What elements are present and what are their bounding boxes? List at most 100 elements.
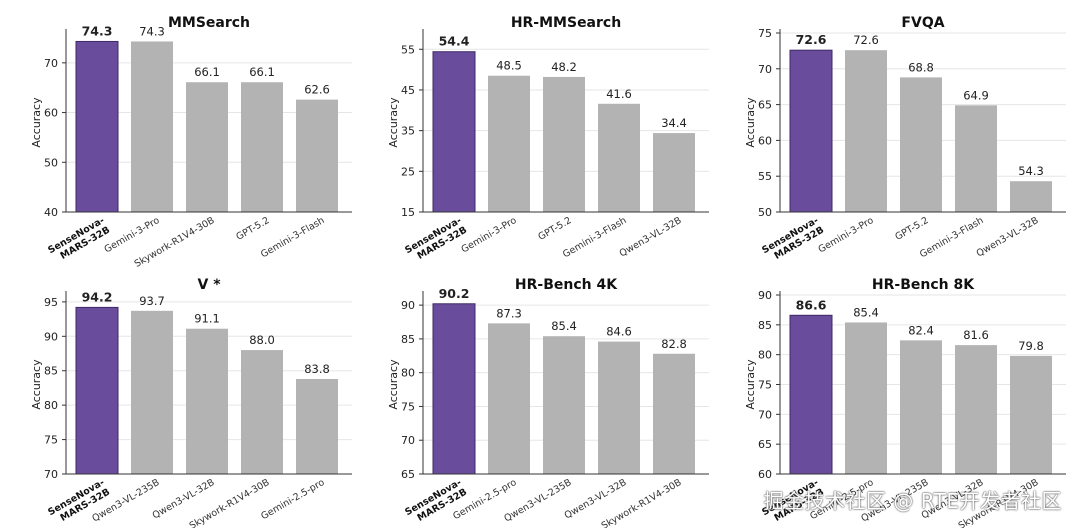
x-tick-label: Gemini-3-Pro [817, 215, 876, 255]
y-tick-label: 85 [44, 365, 58, 378]
bar [789, 314, 833, 475]
bar [900, 340, 942, 474]
bar [432, 303, 476, 475]
bar-value-label: 54.3 [1018, 164, 1044, 178]
bar-value-label: 91.1 [194, 312, 220, 326]
y-tick-label: 90 [44, 330, 58, 343]
chart-svg: HR-MMSearch1525354555Accuracy54.4SenseNo… [387, 15, 709, 262]
y-tick-label: 90 [758, 289, 772, 302]
x-tick-label: GPT-5.2 [234, 215, 271, 243]
x-tick-label: Gemini-3-Pro [460, 215, 519, 255]
bar [543, 336, 585, 474]
bar-value-label: 48.5 [496, 59, 522, 73]
bar-value-label: 79.8 [1018, 339, 1044, 353]
y-tick-label: 70 [758, 63, 772, 76]
chart-svg: MMSearch40506070Accuracy74.3SenseNova-MA… [30, 15, 352, 270]
chart-title: FVQA [901, 15, 944, 31]
bar [432, 51, 476, 213]
bar [789, 49, 833, 213]
x-tick-label: GPT-5.2 [893, 215, 930, 243]
bar [296, 99, 338, 212]
y-tick-label: 70 [44, 468, 58, 481]
bar [296, 378, 338, 474]
bar [955, 105, 997, 212]
bar-value-label: 90.2 [439, 286, 470, 301]
bar [653, 353, 695, 474]
bar-value-label: 48.2 [551, 60, 577, 74]
x-tick-label: Qwen3-VL-32B [618, 215, 684, 259]
bar-value-label: 85.4 [853, 305, 879, 319]
y-tick-label: 55 [758, 170, 772, 183]
bar-value-label: 81.6 [963, 328, 989, 342]
y-tick-label: 50 [44, 156, 58, 169]
y-tick-label: 70 [401, 434, 415, 447]
chart-panel: V * 70 75 80 85 90 95 Accuracy 94.2 SenseNova- MAR… [0, 262, 360, 528]
x-tick-label: GPT-5.2 [536, 215, 573, 243]
chart-title: HR-Bench 4K [515, 277, 618, 293]
chart-title: MMSearch [168, 15, 250, 31]
y-tick-label: 75 [401, 400, 415, 413]
y-tick-label: 60 [758, 468, 772, 481]
y-tick-label: 85 [758, 319, 772, 332]
y-tick-label: 95 [44, 296, 58, 309]
y-tick-label: 80 [401, 367, 415, 380]
y-tick-label: 80 [758, 349, 772, 362]
bar-value-label: 41.6 [606, 87, 632, 101]
y-axis-label: Accuracy [30, 359, 43, 410]
bar-value-label: 87.3 [496, 306, 522, 320]
watermark: 掘金技术社区 @ RTE开发者社区 [763, 489, 1062, 513]
y-tick-label: 50 [758, 206, 772, 219]
bar [75, 40, 119, 213]
y-tick-label: 75 [44, 434, 58, 447]
bar-value-label: 83.8 [304, 362, 330, 376]
bar [543, 76, 585, 212]
y-tick-label: 85 [401, 333, 415, 346]
bar-value-label: 74.3 [82, 23, 113, 38]
y-tick-label: 60 [44, 107, 58, 120]
chart-svg: FVQA505560657075Accuracy72.6SenseNova-MA… [744, 15, 1066, 262]
chart-panel: HR-Bench 4K 65 70 75 80 85 90 Accuracy 90.2 Sense… [357, 262, 717, 528]
bar-value-label: 72.6 [796, 32, 827, 47]
bar-value-label: 68.8 [908, 60, 934, 74]
y-tick-label: 45 [401, 84, 415, 97]
y-tick-label: 65 [401, 468, 415, 481]
x-tick-label: Qwen3-VL-32B [975, 215, 1041, 259]
y-tick-label: 65 [758, 438, 772, 451]
y-tick-label: 70 [758, 408, 772, 421]
bar-value-label: 86.6 [796, 297, 827, 312]
y-tick-label: 70 [44, 57, 58, 70]
y-axis-label: Accuracy [30, 97, 43, 148]
bar [1010, 355, 1052, 474]
bar [75, 306, 119, 475]
bar-value-label: 66.1 [194, 65, 220, 79]
bar-value-label: 94.2 [82, 289, 113, 304]
bar-value-label: 82.8 [661, 337, 687, 351]
bar-value-label: 72.6 [853, 33, 879, 47]
bar [845, 322, 887, 474]
y-tick-label: 75 [758, 379, 772, 392]
bar-value-label: 74.3 [139, 24, 165, 38]
chart-panel: HR-Bench 8K 60 65 70 75 80 85 90 Accuracy 86.6 Sen… [714, 262, 1074, 528]
bar [488, 323, 530, 474]
bar-value-label: 85.4 [551, 319, 577, 333]
bar [845, 50, 887, 213]
y-tick-label: 55 [401, 43, 415, 56]
bar-value-label: 66.1 [249, 65, 275, 79]
chart-svg: HR-Bench 4K657075808590Accuracy90.2Sense… [387, 277, 709, 528]
bar [131, 310, 173, 474]
chart-svg: V *707580859095Accuracy94.2SenseNova-MAR… [30, 277, 352, 528]
y-axis-label: Accuracy [387, 359, 400, 410]
y-axis-label: Accuracy [744, 359, 757, 410]
chart-panel: HR-MMSearch 15 25 35 45 55 Accuracy 54.4 SenseNo… [357, 0, 717, 262]
y-tick-label: 60 [758, 134, 772, 147]
bar-value-label: 82.4 [908, 323, 934, 337]
bar-value-label: 62.6 [304, 83, 330, 97]
bar [186, 328, 228, 474]
bar-value-label: 34.4 [661, 116, 687, 130]
chart-title: HR-MMSearch [511, 15, 621, 31]
chart-panel: FVQA 50 55 60 65 70 75 Accuracy 72.6 SenseNova- MA… [714, 0, 1074, 262]
bar [955, 345, 997, 474]
bar [131, 41, 173, 213]
bar-value-label: 93.7 [139, 294, 165, 308]
